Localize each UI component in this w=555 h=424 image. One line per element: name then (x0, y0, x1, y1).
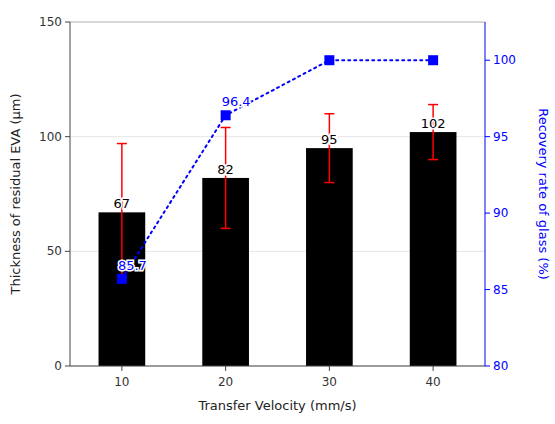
error-cap (221, 228, 231, 230)
error-stem (225, 127, 227, 228)
x-tick-label: 20 (218, 375, 233, 389)
error-cap (117, 143, 127, 145)
y-axis-line (70, 22, 71, 366)
marker (221, 110, 231, 120)
x-tick (329, 366, 330, 371)
error-stem (329, 114, 331, 183)
bar (410, 132, 457, 366)
y2-tick (485, 366, 490, 367)
error-cap (428, 104, 438, 106)
y-tick (65, 251, 70, 252)
y-tick-label: 50 (47, 244, 62, 258)
y2-tick-label: 90 (493, 206, 508, 220)
error-cap (221, 127, 231, 129)
y2-tick (485, 289, 490, 290)
error-cap (324, 113, 334, 115)
bar-label: 95 (321, 132, 338, 147)
x-tick (121, 366, 122, 371)
bar-label: 67 (114, 196, 131, 211)
line (122, 60, 433, 279)
error-bar (324, 114, 334, 183)
y2-axis-line (485, 22, 486, 366)
y2-tick-label: 100 (493, 53, 516, 67)
grid-line (70, 22, 485, 23)
y-tick (65, 136, 70, 137)
chart: 67 82 95 102 85.7 96.4 10 20 30 40 0 50 100 150 80 85 90… (0, 0, 555, 424)
error-bar (428, 105, 438, 160)
y2-tick (485, 60, 490, 61)
x-tick (433, 366, 434, 371)
error-cap (428, 159, 438, 161)
y-axis-label: Thickness of residual EVA (μm) (8, 93, 23, 295)
x-tick-label: 40 (425, 375, 440, 389)
x-tick-label: 30 (322, 375, 337, 389)
y-tick-label: 100 (39, 130, 62, 144)
y2-tick (485, 136, 490, 137)
y2-tick-label: 85 (493, 283, 508, 297)
marker (324, 55, 334, 65)
y2-tick-label: 95 (493, 130, 508, 144)
y2-axis-label: Recovery rate of glass (%) (536, 108, 551, 280)
error-bar (221, 127, 231, 228)
data (99, 55, 457, 366)
line-label: 85.7 (118, 258, 147, 273)
line-label: 96.4 (222, 94, 251, 109)
x-tick (225, 366, 226, 371)
labels: 67 82 95 102 85.7 96.4 (114, 94, 446, 273)
error-stem (432, 105, 434, 160)
grid-line (70, 366, 485, 367)
y-tick (65, 366, 70, 367)
error-cap (324, 182, 334, 184)
x-tick-label: 10 (114, 375, 129, 389)
y2-tick (485, 213, 490, 214)
marker (428, 55, 438, 65)
bar-label: 82 (217, 162, 234, 177)
y-tick-label: 150 (39, 15, 62, 29)
top-frame-line (70, 22, 485, 23)
y-tick (65, 22, 70, 23)
y-tick-label: 0 (54, 359, 62, 373)
y2-tick-label: 80 (493, 359, 508, 373)
grid (70, 22, 485, 366)
bar-label: 102 (421, 116, 446, 131)
marker (117, 274, 127, 284)
x-axis-line (70, 366, 485, 367)
x-axis-label: Transfer Velocity (mm/s) (197, 398, 356, 413)
axes: 10 20 30 40 0 50 100 150 80 85 90 95 100 Transfer Vel… (8, 15, 551, 413)
